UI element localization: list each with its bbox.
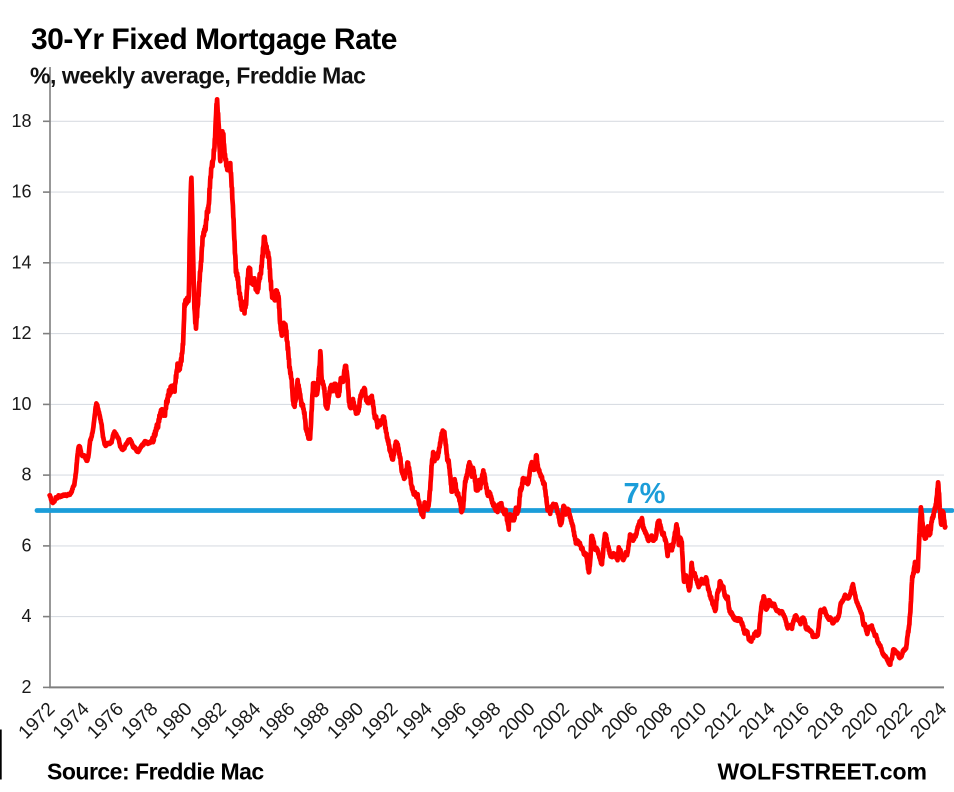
- svg-text:10: 10: [11, 394, 31, 414]
- svg-text:6: 6: [21, 536, 31, 556]
- svg-text:WOLFSTREET.com: WOLFSTREET.com: [717, 759, 927, 785]
- svg-text:16: 16: [11, 182, 31, 202]
- svg-text:30-Yr Fixed Mortgage Rate: 30-Yr Fixed Mortgage Rate: [31, 23, 397, 56]
- svg-text:Source: Freddie Mac: Source: Freddie Mac: [47, 759, 264, 785]
- svg-text:18: 18: [11, 111, 31, 131]
- svg-text:2: 2: [21, 677, 31, 697]
- svg-text:8: 8: [21, 465, 31, 485]
- svg-text:4: 4: [21, 606, 31, 626]
- svg-text:%, weekly average, Freddie Mac: %, weekly average, Freddie Mac: [30, 62, 366, 88]
- svg-text:7%: 7%: [624, 478, 666, 510]
- svg-text:12: 12: [11, 323, 31, 343]
- svg-text:14: 14: [11, 252, 31, 272]
